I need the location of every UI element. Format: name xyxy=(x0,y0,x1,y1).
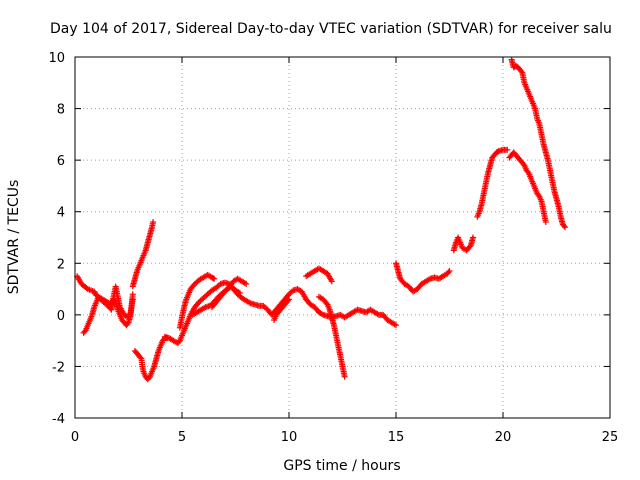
y-tick-label: -2 xyxy=(52,360,65,375)
y-tick-label: 10 xyxy=(48,51,65,66)
data-points xyxy=(74,56,569,383)
data-point xyxy=(535,191,542,198)
x-tick-label: 10 xyxy=(281,430,298,445)
data-point xyxy=(341,373,348,380)
x-axis-label: GPS time / hours xyxy=(283,458,400,474)
data-point xyxy=(150,219,157,226)
data-point xyxy=(145,375,152,382)
grid-lines xyxy=(75,57,610,418)
data-point xyxy=(518,68,525,75)
y-tick-label: 2 xyxy=(57,257,65,272)
y-tick-label: 6 xyxy=(57,154,65,169)
x-tick-label: 0 xyxy=(71,430,79,445)
x-tick-label: 25 xyxy=(602,430,619,445)
data-point xyxy=(562,224,569,231)
data-point xyxy=(445,269,452,276)
data-point xyxy=(243,280,250,287)
data-point xyxy=(284,297,291,304)
x-tick-label: 20 xyxy=(495,430,512,445)
data-point xyxy=(328,278,335,285)
chart-title: Day 104 of 2017, Sidereal Day-to-day VTE… xyxy=(50,21,612,37)
data-point xyxy=(560,222,567,229)
data-point xyxy=(129,291,136,298)
data-point xyxy=(323,300,330,307)
data-point xyxy=(137,354,144,361)
data-point xyxy=(236,289,243,296)
data-point xyxy=(286,296,292,303)
x-tick-label: 5 xyxy=(178,430,186,445)
x-tick-label: 15 xyxy=(388,430,405,445)
plot-frame xyxy=(74,56,611,419)
data-point xyxy=(210,275,217,282)
data-point xyxy=(393,322,399,329)
y-axis-label: SDTVAR / TECUs xyxy=(6,180,22,295)
data-point xyxy=(470,234,477,241)
y-tick-label: 4 xyxy=(57,206,65,221)
data-point xyxy=(81,328,88,335)
data-point xyxy=(175,338,182,345)
y-tick-label: 0 xyxy=(57,309,65,324)
data-point xyxy=(211,275,218,282)
axis-ticks: 0 5 10 15 20 25 -4 -2 0 2 4 6 8 10 xyxy=(48,51,618,445)
y-tick-label: 8 xyxy=(57,103,65,118)
y-tick-label: -4 xyxy=(52,412,65,427)
data-point xyxy=(446,268,453,275)
data-point xyxy=(504,146,511,153)
data-point xyxy=(520,161,527,168)
data-point xyxy=(524,168,531,175)
data-point xyxy=(542,219,549,226)
